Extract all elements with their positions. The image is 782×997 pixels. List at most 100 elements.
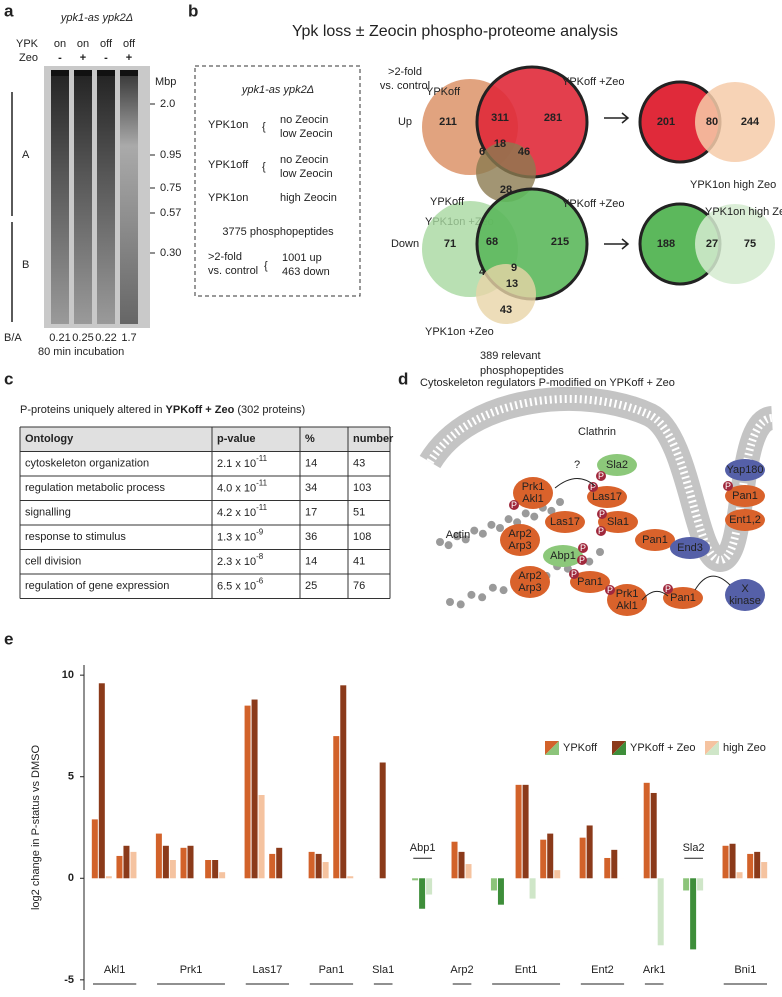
- phospho: [723, 481, 733, 491]
- table-cell: 41: [353, 556, 365, 568]
- label: Actin: [446, 529, 470, 541]
- label: 201: [657, 116, 675, 128]
- phospho: [605, 585, 615, 595]
- title-part: P-proteins uniquely altered in: [20, 404, 166, 416]
- group-label: Sla1: [372, 964, 394, 976]
- bar: [690, 878, 697, 950]
- mantissa: 4.2 x 10: [217, 507, 256, 519]
- label: YPK1on high Zeo: [690, 179, 776, 191]
- table-cell: response to stimulus: [25, 531, 126, 543]
- bar: [258, 795, 265, 879]
- protein: [725, 459, 765, 481]
- label: Arp2: [518, 570, 541, 582]
- actin-bead: [444, 541, 453, 550]
- label: Pan1: [577, 576, 603, 588]
- mantissa: 4.0 x 10: [217, 482, 256, 494]
- panel-title: P-proteins uniquely altered in YPKoff + …: [20, 404, 305, 416]
- bar: [251, 699, 258, 879]
- bar: [547, 833, 554, 879]
- label: B/A: [4, 332, 22, 344]
- bar: [155, 833, 162, 879]
- actin-bead: [453, 532, 462, 541]
- arrow: [641, 590, 669, 601]
- actin-bead: [530, 512, 539, 521]
- label: Sla1: [607, 516, 629, 528]
- group-label: Arp2: [450, 964, 473, 976]
- bar: [650, 792, 657, 879]
- table-cell: cytoskeleton organization: [25, 458, 149, 470]
- table-cell: 14: [305, 556, 317, 568]
- label: kinase: [729, 595, 761, 607]
- bar: [747, 853, 754, 879]
- phospho-label: P: [598, 526, 604, 536]
- phospho-label: P: [579, 555, 585, 565]
- phospho-label: P: [599, 509, 605, 519]
- label: vs. control: [208, 265, 258, 277]
- gel-lane: [74, 70, 92, 324]
- mantissa: 2.1 x 10: [217, 458, 256, 470]
- legend-swatch: [612, 741, 626, 755]
- bar: [212, 860, 219, 879]
- table-header: Ontology: [25, 433, 74, 445]
- label: Abp1: [550, 550, 576, 562]
- protein: [725, 579, 765, 611]
- actin-bead: [499, 586, 508, 595]
- label: Akl1: [522, 493, 543, 505]
- label: Prk1: [616, 588, 639, 600]
- bar: [105, 876, 112, 879]
- bar: [657, 878, 664, 946]
- label: Arp2: [508, 528, 531, 540]
- panel-letter: c: [4, 369, 13, 388]
- label: 80: [706, 116, 718, 128]
- bar: [322, 862, 329, 879]
- actin-bead: [504, 515, 513, 524]
- label: 43: [500, 304, 512, 316]
- label: 0.22: [95, 332, 116, 344]
- label: 46: [518, 146, 530, 158]
- label: 389 relevant: [480, 350, 541, 362]
- bar: [130, 851, 137, 879]
- exponent: -8: [256, 552, 264, 561]
- legend-label: YPKoff + Zeo: [630, 742, 696, 754]
- actin-bead: [521, 509, 530, 518]
- group-label: Akl1: [104, 964, 125, 976]
- venn-set: [695, 204, 775, 284]
- label: >2-fold: [208, 251, 242, 263]
- label: Pan1: [732, 490, 758, 502]
- label: Down: [391, 238, 419, 250]
- label: 0.57: [160, 207, 181, 219]
- table-header: number: [353, 433, 394, 445]
- bar: [522, 784, 529, 879]
- gel-well: [97, 70, 115, 76]
- label: +: [126, 52, 132, 64]
- phospho-label: P: [725, 481, 731, 491]
- label: 211: [439, 116, 457, 128]
- bar: [169, 860, 176, 879]
- label: YPK1off: [208, 159, 249, 171]
- label: 0.75: [160, 182, 181, 194]
- actin-bead: [585, 557, 594, 566]
- group-label: Ent2: [591, 964, 614, 976]
- group-label: Prk1: [180, 964, 203, 976]
- title-part: (302 proteins): [234, 404, 305, 416]
- table-cell: 14: [305, 458, 317, 470]
- label: YPK1on: [208, 192, 248, 204]
- label: 4: [479, 266, 486, 278]
- bar: [586, 825, 593, 879]
- table-cell: 17: [305, 507, 317, 519]
- table-cell: cell division: [25, 556, 81, 568]
- bar: [379, 762, 386, 879]
- bar: [683, 878, 690, 891]
- gel-lane: [51, 70, 69, 324]
- group-label: Pan1: [319, 964, 345, 976]
- protein: [587, 486, 627, 508]
- label: 1001 up: [282, 252, 322, 264]
- group-label: Ark1: [643, 964, 666, 976]
- protein: [607, 584, 647, 616]
- protein: [725, 485, 765, 507]
- label: Sla2: [606, 459, 628, 471]
- actin-bead: [470, 526, 479, 535]
- table-cell: 2.3 x 10-8: [217, 552, 264, 568]
- protein: [597, 454, 637, 476]
- brace: {: [262, 161, 266, 173]
